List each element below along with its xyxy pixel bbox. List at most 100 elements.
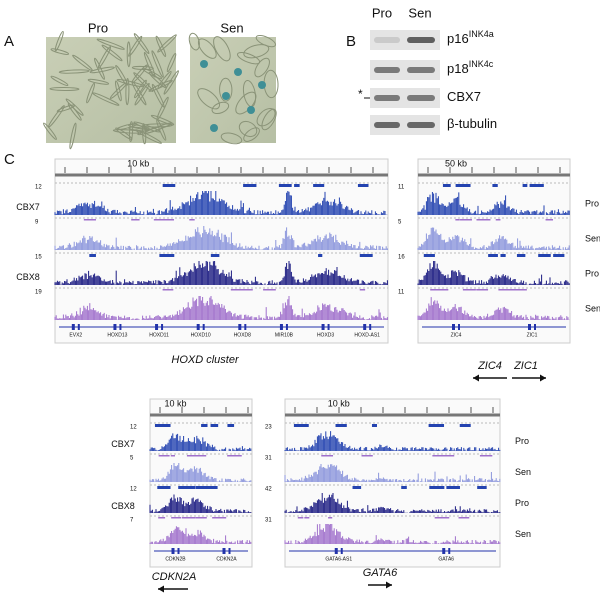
gene-label: EVX2	[69, 332, 82, 338]
region-bar	[227, 455, 242, 457]
signal-track	[54, 261, 388, 285]
region-bar	[205, 486, 216, 489]
exon	[238, 324, 242, 330]
cell	[115, 80, 122, 102]
exon	[534, 324, 536, 330]
region-bar	[227, 424, 235, 427]
signal-track	[149, 526, 252, 544]
signal-track	[284, 493, 501, 513]
genome-browser: 10 kb 23 31 42 31 Pro Sen Pro Sen GATA6-AS1 GATA6 G…	[265, 398, 531, 589]
region-bar	[195, 517, 207, 519]
cell	[92, 92, 120, 106]
exon	[285, 324, 288, 330]
exon	[448, 548, 451, 554]
region-bar	[321, 455, 332, 457]
region-bar	[465, 219, 472, 221]
band	[374, 37, 400, 43]
region-bar	[516, 254, 526, 257]
exon	[244, 324, 247, 330]
exon	[222, 548, 226, 554]
track-scale: 7	[130, 518, 134, 524]
cell	[87, 78, 110, 85]
band-label: p16INK4a	[447, 29, 494, 46]
condition-label: Sen	[515, 529, 531, 539]
cell	[86, 82, 95, 104]
cell	[65, 98, 84, 116]
cell	[101, 44, 123, 62]
region-bar	[428, 424, 445, 427]
signal-track	[284, 524, 501, 544]
region-bar	[488, 254, 498, 257]
exon	[71, 324, 75, 330]
panel-label: C	[4, 151, 15, 168]
region-bar	[170, 455, 175, 457]
track-scale: 31	[265, 456, 272, 462]
strand-arrowhead	[158, 585, 164, 593]
region-bar	[293, 424, 309, 427]
cell	[157, 70, 172, 89]
region-bar	[361, 455, 373, 457]
cell	[213, 36, 231, 62]
cell	[243, 44, 270, 59]
exon	[196, 324, 200, 330]
region-bar	[462, 289, 476, 291]
region-bar	[162, 184, 176, 187]
region-bar	[553, 254, 565, 257]
cell	[133, 33, 150, 54]
band-label: β-tubulin	[447, 116, 497, 131]
region-bar	[313, 184, 325, 187]
condition-label: Pro	[585, 198, 599, 208]
cell	[197, 38, 217, 59]
gene-caption: CDKN2A	[152, 571, 197, 583]
region-bar	[195, 486, 212, 489]
condition-label: Sen	[585, 303, 600, 313]
region-bar	[511, 289, 527, 291]
exon	[321, 324, 325, 330]
track-scale: 5	[398, 220, 402, 226]
region-bar	[230, 289, 247, 291]
region-bar	[294, 184, 300, 187]
region-bar	[371, 424, 377, 427]
cell	[150, 114, 175, 126]
genome-browser: 50 kb 11 5 16 11 Pro Sen Pro Sen ZIC4 ZIC1 ZIC4 ZIC1	[398, 158, 600, 382]
cell	[94, 57, 105, 80]
cell	[128, 121, 134, 143]
factor-label: CBX8	[111, 501, 135, 511]
exon	[202, 324, 205, 330]
region-bar	[89, 254, 96, 257]
condition-label: Sen	[585, 233, 600, 243]
cell	[261, 108, 277, 131]
band-name: β-tubulin	[447, 116, 497, 131]
stained-cell	[234, 68, 242, 76]
track-scale: 23	[265, 425, 272, 431]
region-bar	[304, 517, 310, 519]
track-scale: 11	[398, 290, 405, 296]
band	[374, 122, 400, 128]
cell	[116, 123, 138, 130]
region-bar	[162, 289, 174, 291]
band	[374, 67, 400, 73]
region-bar	[338, 424, 347, 427]
genome-browser: 10 kb 12 9 15 19 CBX7 CBX8 EVX2 HOXD13 HOXD11 HOXD…	[16, 158, 389, 366]
region-bar	[181, 517, 196, 519]
region-bar	[357, 184, 369, 187]
scale-label: 50 kb	[445, 158, 467, 168]
band-name: CBX7	[447, 89, 481, 104]
band-superscript: INK4c	[469, 59, 494, 69]
cell	[135, 129, 162, 144]
band-label: CBX7	[447, 89, 481, 104]
image-label: Pro	[88, 20, 108, 35]
region-bar	[434, 517, 441, 519]
cell	[128, 35, 143, 57]
cell	[115, 65, 128, 86]
gene-caption: ZIC1	[513, 360, 538, 372]
band-superscript: INK4a	[469, 29, 494, 39]
region-bar	[352, 486, 362, 489]
region-bar	[529, 184, 539, 187]
cell	[58, 69, 90, 74]
track-scale: 12	[130, 425, 137, 431]
cell	[96, 38, 125, 50]
stained-cell	[258, 81, 266, 89]
gene-label: CDKN2B	[165, 556, 186, 562]
cell	[134, 82, 150, 106]
